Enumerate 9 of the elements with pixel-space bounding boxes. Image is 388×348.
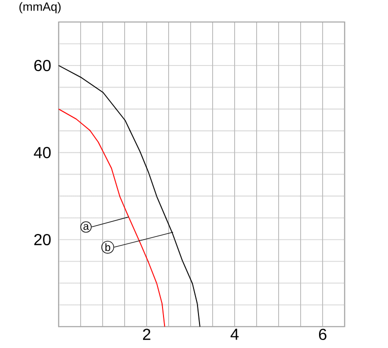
y-tick-label: 60 bbox=[34, 60, 51, 72]
annotation: a bbox=[83, 224, 89, 230]
y-tick-label: 20 bbox=[34, 234, 51, 246]
x-tick-label: 6 bbox=[319, 328, 326, 340]
annotation: b bbox=[105, 243, 110, 252]
x-tick-label: 4 bbox=[230, 328, 239, 340]
y-tick-label: 40 bbox=[34, 146, 51, 158]
y-axis-title: (mmAq) bbox=[19, 2, 61, 14]
x-tick-label: 2 bbox=[143, 328, 150, 340]
